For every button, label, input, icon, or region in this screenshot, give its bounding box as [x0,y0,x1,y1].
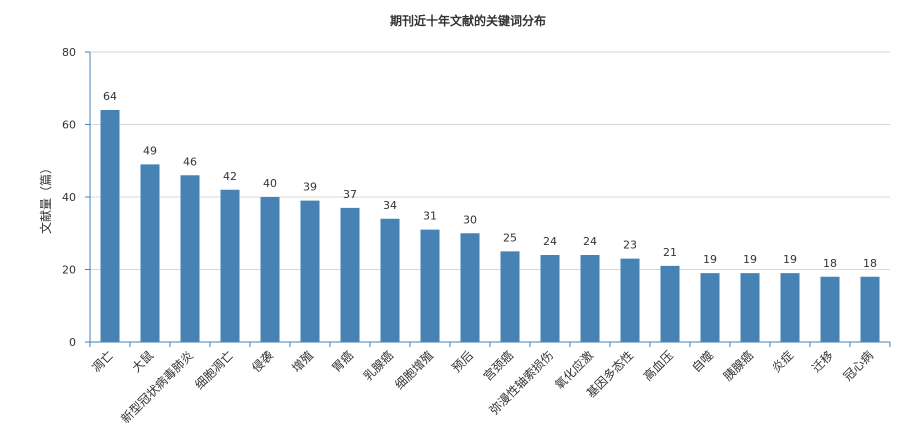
data-label: 49 [143,144,157,157]
data-label: 23 [623,239,637,252]
data-label: 24 [583,235,597,248]
data-label: 34 [383,199,397,212]
y-tick-label: 40 [62,191,76,204]
bar [500,251,520,342]
data-label: 19 [743,253,757,266]
bar [580,255,600,342]
category-label: 细胞增殖 [392,348,437,393]
bar [300,200,320,342]
bar [180,175,200,342]
category-label: 乳腺癌 [360,348,396,384]
y-tick-label: 80 [62,46,76,59]
bar [340,207,360,342]
bar [740,273,760,342]
category-label: 增殖 [289,348,317,376]
bar [380,218,400,342]
category-label: 大鼠 [129,348,156,375]
category-label: 预后 [449,348,476,375]
data-label: 18 [863,257,877,270]
data-label: 39 [303,181,317,194]
bar [540,255,560,342]
data-label: 30 [463,213,477,226]
category-label: 细胞凋亡 [192,348,236,392]
bar [700,273,720,342]
data-label: 42 [223,170,237,183]
data-label: 64 [103,90,117,103]
bar [260,197,280,342]
bar [460,233,480,342]
data-label: 46 [183,155,197,168]
bars [100,110,880,342]
category-label: 宫颈癌 [480,348,516,384]
bar [780,273,800,342]
category-label: 冠心病 [840,348,876,384]
y-tick-label: 60 [62,119,76,132]
data-label: 19 [703,253,717,266]
category-label: 侵袭 [249,348,277,376]
y-tick-label: 0 [69,336,76,349]
bar [820,276,840,342]
data-label: 25 [503,231,517,244]
bar [420,229,440,342]
grid-lines [85,51,891,347]
bar [620,258,640,342]
bar [140,164,160,342]
y-axis-title: 文献量（篇） [38,162,53,234]
bar [660,265,680,342]
category-label: 胃癌 [329,348,357,376]
axes [89,52,890,343]
data-label: 19 [783,253,797,266]
bar [220,189,240,342]
data-label: 18 [823,257,837,270]
bar [100,110,120,342]
category-label: 胰腺癌 [720,348,756,384]
category-label: 凋亡 [89,348,116,375]
bar [860,276,880,342]
data-label: 21 [663,246,677,259]
y-tick-label: 20 [62,264,76,277]
data-label: 31 [423,210,437,223]
data-label: 37 [343,188,357,201]
data-label: 24 [543,235,557,248]
category-label: 自噬 [689,348,717,376]
data-label: 40 [263,177,277,190]
category-label: 迁移 [809,348,836,375]
category-label: 高血压 [640,348,676,384]
chart-title: 期刊近十年文献的关键词分布 [390,13,546,28]
category-label: 炎症 [769,348,797,376]
category-label: 新型冠状病毒肺炎 [118,348,196,426]
